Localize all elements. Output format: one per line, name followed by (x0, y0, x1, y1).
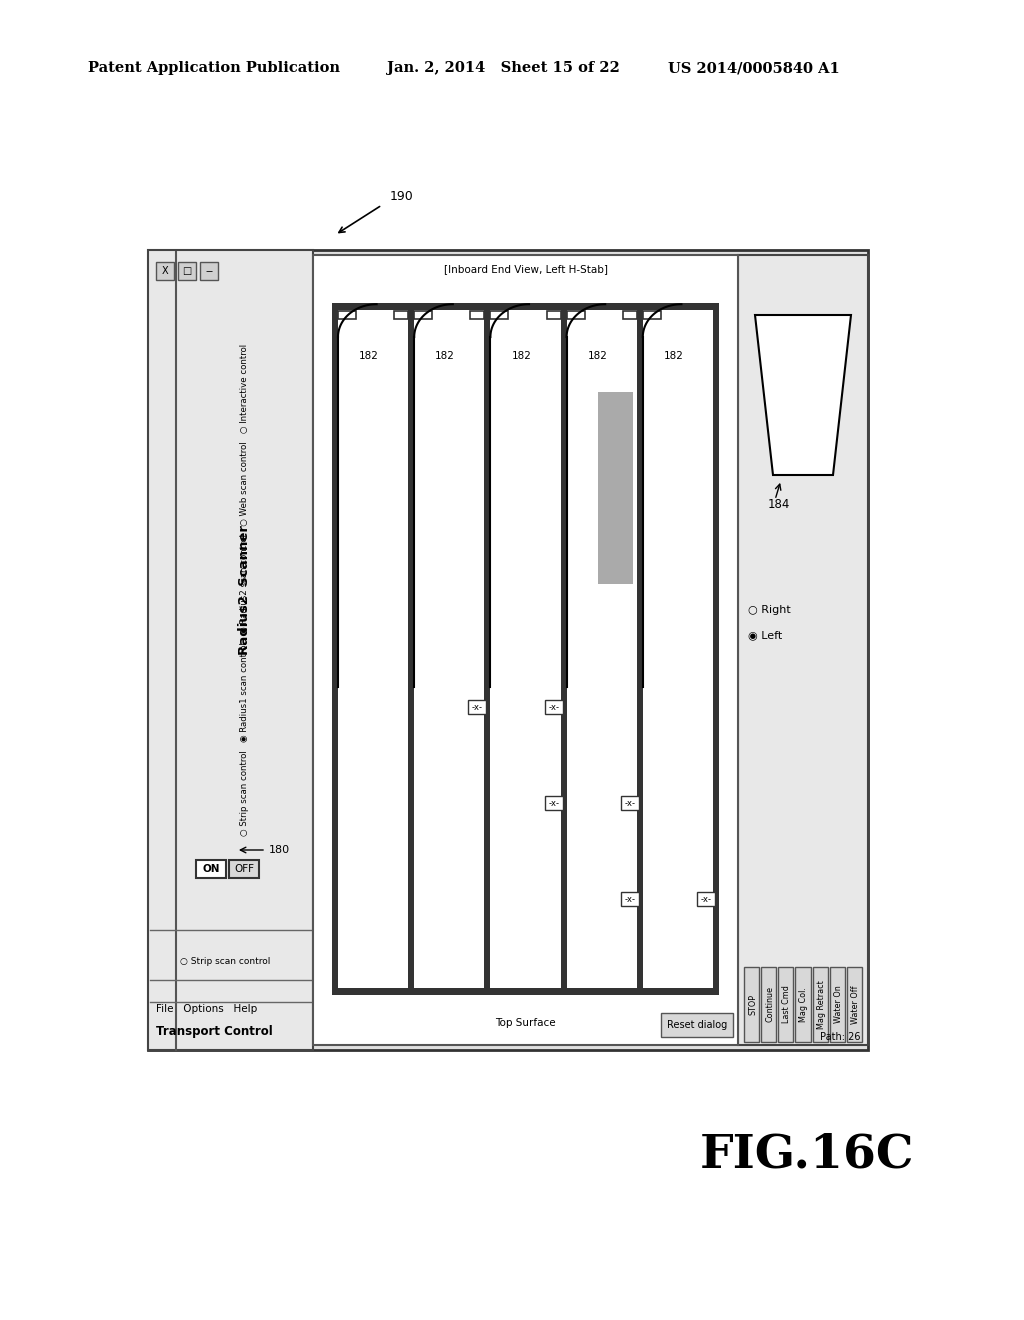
Bar (560, 304, 566, 995)
Bar (335, 304, 716, 310)
Bar (547, 312, 560, 319)
Text: 190: 190 (390, 190, 414, 203)
Bar (332, 304, 338, 995)
Text: -x-: -x- (548, 799, 559, 808)
Text: US 2014/0005840 A1: US 2014/0005840 A1 (668, 61, 840, 75)
Bar (713, 304, 719, 995)
Text: Transport Control: Transport Control (156, 1026, 272, 1038)
Text: ◉ Left: ◉ Left (748, 630, 782, 640)
Text: 180: 180 (269, 845, 290, 855)
Text: Path: 26: Path: 26 (819, 1032, 860, 1041)
Bar (637, 304, 643, 995)
Bar (545, 796, 562, 810)
Text: ON: ON (203, 865, 220, 874)
Text: Water Off: Water Off (851, 985, 860, 1024)
Bar (662, 1012, 733, 1038)
Bar (778, 968, 794, 1041)
Bar (623, 312, 637, 319)
Bar (148, 249, 868, 1049)
Bar (847, 968, 862, 1041)
Bar (697, 892, 715, 906)
Bar (196, 861, 226, 878)
Bar (409, 304, 414, 995)
Text: □: □ (182, 267, 191, 276)
Bar (598, 392, 633, 583)
Bar (394, 312, 409, 319)
Text: STOP: STOP (749, 994, 757, 1015)
Text: Water On: Water On (834, 986, 843, 1023)
Text: 182: 182 (435, 351, 455, 362)
Text: -x-: -x- (625, 895, 635, 904)
Bar (796, 968, 811, 1041)
Text: X: X (162, 267, 168, 276)
Bar (813, 968, 827, 1041)
Text: 182: 182 (511, 351, 531, 362)
Bar (545, 701, 562, 714)
Bar (335, 987, 716, 995)
Bar (761, 968, 776, 1041)
Text: Last Cmd: Last Cmd (782, 986, 792, 1023)
Bar (200, 261, 218, 280)
Text: File   Options   Help: File Options Help (156, 1005, 257, 1014)
Bar (643, 312, 660, 319)
Text: 182: 182 (664, 351, 684, 362)
Text: Radius2  Scanner: Radius2 Scanner (238, 525, 251, 655)
Text: Top Surface: Top Surface (496, 1018, 556, 1028)
Bar (490, 312, 508, 319)
Bar (156, 261, 174, 280)
Bar (484, 304, 490, 995)
Text: Reset dialog: Reset dialog (667, 1020, 727, 1030)
Bar (829, 968, 845, 1041)
Text: 182: 182 (588, 351, 607, 362)
Bar (148, 249, 313, 1049)
Bar (566, 312, 585, 319)
Bar (414, 312, 432, 319)
Text: Jan. 2, 2014   Sheet 15 of 22: Jan. 2, 2014 Sheet 15 of 22 (387, 61, 620, 75)
Text: -x-: -x- (472, 702, 483, 711)
Bar (621, 796, 639, 810)
Bar (313, 255, 738, 1045)
Bar (338, 312, 356, 319)
Text: Mag Retract: Mag Retract (817, 981, 825, 1028)
Bar (470, 312, 484, 319)
Text: ○ Strip scan control   ◉ Radius1 scan control   ◉ Radius2 scan control   ○ Web s: ○ Strip scan control ◉ Radius1 scan cont… (240, 345, 249, 836)
Text: OFF: OFF (234, 865, 254, 874)
Text: ○ Strip scan control: ○ Strip scan control (180, 957, 270, 966)
Polygon shape (755, 315, 851, 475)
Bar (738, 255, 868, 1045)
Bar (178, 261, 196, 280)
Text: ‒: ‒ (206, 267, 213, 276)
Text: -x-: -x- (548, 702, 559, 711)
Bar (744, 968, 759, 1041)
Text: -x-: -x- (625, 799, 635, 808)
Text: ○ Right: ○ Right (748, 605, 791, 615)
Bar (229, 861, 259, 878)
Text: 184: 184 (768, 499, 791, 511)
Text: FIG.16C: FIG.16C (700, 1133, 914, 1177)
Bar (468, 701, 486, 714)
Text: -x-: -x- (700, 895, 712, 904)
Text: Continue: Continue (765, 986, 774, 1023)
Text: [Inboard End View, Left H-Stab]: [Inboard End View, Left H-Stab] (443, 264, 607, 275)
Text: Patent Application Publication: Patent Application Publication (88, 61, 340, 75)
Text: Mag Col.: Mag Col. (800, 987, 809, 1022)
Bar (621, 892, 639, 906)
Text: 182: 182 (359, 351, 379, 362)
